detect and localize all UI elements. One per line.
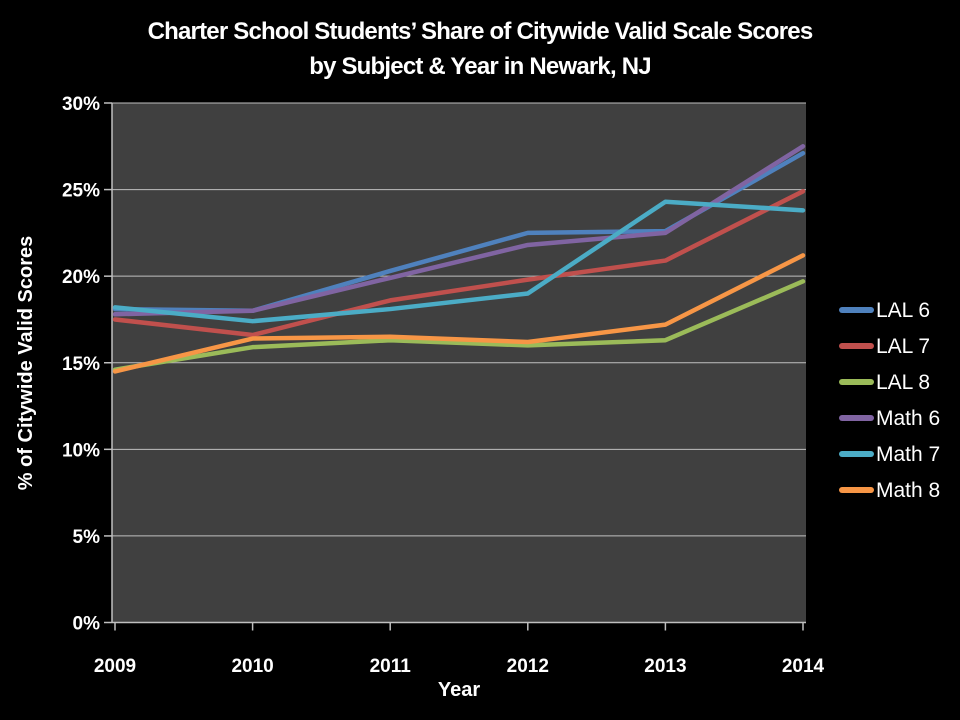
x-axis-tick-label: 2010 — [231, 656, 273, 677]
legend-item-lal-7: LAL 7 — [839, 335, 930, 358]
legend-label: Math 8 — [876, 479, 940, 502]
series-line-math-7 — [112, 199, 806, 324]
legend-label: LAL 6 — [876, 299, 930, 322]
chart-title: Charter School Students’ Share of Citywi… — [0, 14, 960, 84]
legend-item-math-8: Math 8 — [839, 479, 940, 502]
y-axis-tick-label: 30% — [62, 94, 100, 115]
x-axis-tick-label: 2013 — [644, 656, 686, 677]
y-axis-tick-label: 25% — [62, 181, 100, 202]
series-line-lal-7 — [112, 189, 806, 338]
y-axis-tick-label: 10% — [62, 440, 100, 461]
y-axis-tick-label: 5% — [73, 527, 101, 548]
chart-title-line-1: Charter School Students’ Share of Citywi… — [147, 18, 814, 45]
x-axis-title: Year — [438, 679, 480, 701]
legend-item-lal-6: LAL 6 — [839, 299, 930, 322]
legend-label: LAL 8 — [876, 371, 930, 394]
legend-item-math-6: Math 6 — [839, 407, 940, 430]
legend-label: Math 6 — [876, 407, 940, 430]
legend-label: Math 7 — [876, 443, 940, 466]
legend-label: LAL 7 — [876, 335, 930, 358]
chart-title-line-2: by Subject & Year in Newark, NJ — [309, 53, 651, 80]
legend-item-lal-8: LAL 8 — [839, 371, 930, 394]
x-axis-tick-label: 2012 — [507, 656, 549, 677]
x-axis-tick-label: 2009 — [94, 656, 136, 677]
series-line-math-6 — [112, 144, 806, 317]
series-line-math-8 — [112, 253, 806, 374]
x-axis-tick-label: 2014 — [782, 656, 825, 677]
y-axis-title: % of Citywide Valid Scores — [15, 236, 37, 491]
legend-item-math-7: Math 7 — [839, 443, 940, 466]
y-axis-tick-label: 0% — [73, 614, 101, 635]
x-axis-tick-label: 2011 — [370, 656, 412, 677]
y-axis-tick-label: 15% — [62, 354, 100, 375]
y-axis-tick-label: 20% — [62, 267, 100, 288]
series-line-lal-8 — [112, 279, 806, 372]
